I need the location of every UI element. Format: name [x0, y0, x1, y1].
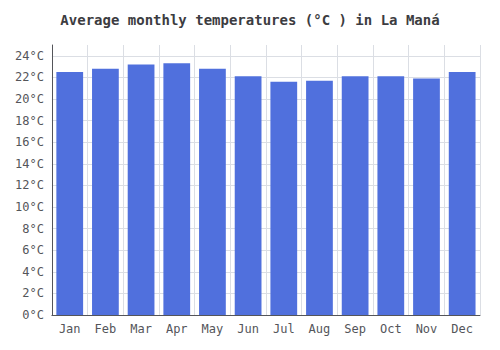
svg-text:0°C: 0°C — [22, 308, 44, 322]
svg-text:Average monthly temperatures (: Average monthly temperatures (°C ) in La… — [60, 12, 439, 28]
svg-text:10°C: 10°C — [15, 200, 44, 214]
svg-text:Jul: Jul — [273, 322, 295, 336]
svg-text:May: May — [202, 322, 224, 336]
svg-text:14°C: 14°C — [15, 157, 44, 171]
svg-text:Mar: Mar — [130, 322, 152, 336]
svg-text:Oct: Oct — [380, 322, 402, 336]
svg-text:Nov: Nov — [416, 322, 438, 336]
svg-text:20°C: 20°C — [15, 92, 44, 106]
svg-text:Feb: Feb — [95, 322, 117, 336]
svg-text:2°C: 2°C — [22, 286, 44, 300]
svg-text:16°C: 16°C — [15, 135, 44, 149]
svg-text:Sep: Sep — [344, 322, 366, 336]
svg-text:12°C: 12°C — [15, 178, 44, 192]
svg-text:18°C: 18°C — [15, 114, 44, 128]
svg-text:22°C: 22°C — [15, 70, 44, 84]
svg-text:Jan: Jan — [59, 322, 81, 336]
svg-text:Aug: Aug — [309, 322, 331, 336]
svg-text:6°C: 6°C — [22, 243, 44, 257]
svg-text:4°C: 4°C — [22, 265, 44, 279]
svg-text:Apr: Apr — [166, 322, 188, 336]
svg-text:Dec: Dec — [451, 322, 473, 336]
svg-text:Jun: Jun — [237, 322, 259, 336]
svg-text:8°C: 8°C — [22, 222, 44, 236]
svg-text:24°C: 24°C — [15, 49, 44, 63]
